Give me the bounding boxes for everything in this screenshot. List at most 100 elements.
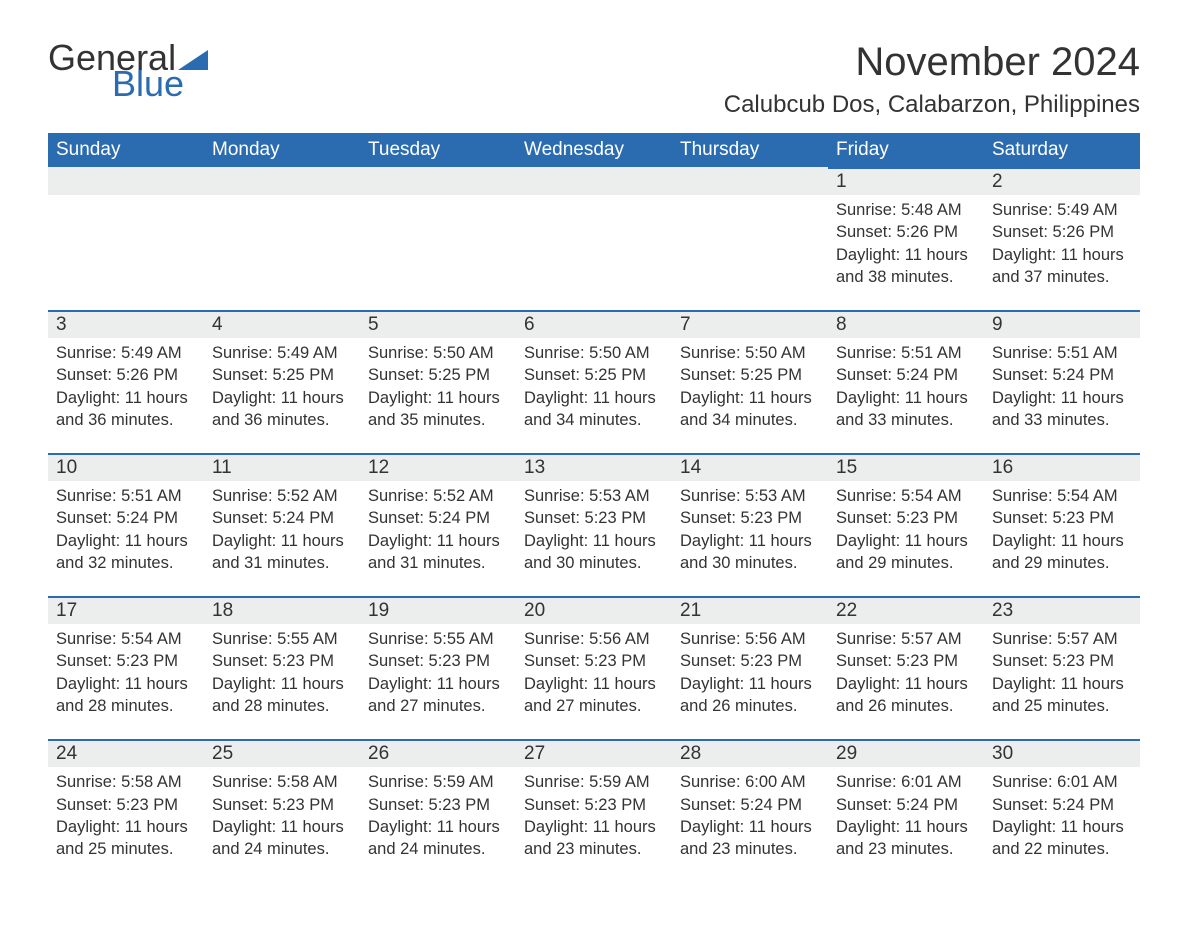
calendar-cell: 8Sunrise: 5:51 AMSunset: 5:24 PMDaylight… [828, 310, 984, 453]
sunrise-line: Sunrise: 5:50 AM [524, 342, 664, 364]
day-details: Sunrise: 6:00 AMSunset: 5:24 PMDaylight:… [672, 767, 828, 882]
daylight-line: Daylight: 11 hours and 38 minutes. [836, 244, 976, 289]
day-number: 7 [672, 310, 828, 338]
calendar-cell: 11Sunrise: 5:52 AMSunset: 5:24 PMDayligh… [204, 453, 360, 596]
day-details: Sunrise: 5:59 AMSunset: 5:23 PMDaylight:… [360, 767, 516, 882]
calendar-cell: 28Sunrise: 6:00 AMSunset: 5:24 PMDayligh… [672, 739, 828, 882]
day-details: Sunrise: 6:01 AMSunset: 5:24 PMDaylight:… [828, 767, 984, 882]
daylight-line: Daylight: 11 hours and 28 minutes. [212, 673, 352, 718]
day-details: Sunrise: 5:49 AMSunset: 5:25 PMDaylight:… [204, 338, 360, 453]
sunset-line: Sunset: 5:24 PM [680, 794, 820, 816]
daylight-line: Daylight: 11 hours and 31 minutes. [212, 530, 352, 575]
daylight-line: Daylight: 11 hours and 24 minutes. [368, 816, 508, 861]
calendar-cell: 26Sunrise: 5:59 AMSunset: 5:23 PMDayligh… [360, 739, 516, 882]
day-number: 18 [204, 596, 360, 624]
day-number: 22 [828, 596, 984, 624]
sunrise-line: Sunrise: 6:00 AM [680, 771, 820, 793]
title-block: November 2024 Calubcub Dos, Calabarzon, … [724, 40, 1140, 129]
sunrise-line: Sunrise: 5:50 AM [680, 342, 820, 364]
day-number: 25 [204, 739, 360, 767]
calendar-cell: 20Sunrise: 5:56 AMSunset: 5:23 PMDayligh… [516, 596, 672, 739]
day-number: 28 [672, 739, 828, 767]
sunrise-line: Sunrise: 5:49 AM [992, 199, 1132, 221]
calendar-cell [672, 167, 828, 310]
day-details: Sunrise: 5:51 AMSunset: 5:24 PMDaylight:… [48, 481, 204, 596]
sunset-line: Sunset: 5:23 PM [680, 507, 820, 529]
calendar-cell: 24Sunrise: 5:58 AMSunset: 5:23 PMDayligh… [48, 739, 204, 882]
sunset-line: Sunset: 5:23 PM [992, 650, 1132, 672]
calendar-week: 17Sunrise: 5:54 AMSunset: 5:23 PMDayligh… [48, 596, 1140, 739]
calendar-cell: 2Sunrise: 5:49 AMSunset: 5:26 PMDaylight… [984, 167, 1140, 310]
calendar-cell [360, 167, 516, 310]
day-details: Sunrise: 5:57 AMSunset: 5:23 PMDaylight:… [828, 624, 984, 739]
sunset-line: Sunset: 5:24 PM [836, 364, 976, 386]
sunrise-line: Sunrise: 5:54 AM [992, 485, 1132, 507]
day-number: 14 [672, 453, 828, 481]
day-details: Sunrise: 5:58 AMSunset: 5:23 PMDaylight:… [204, 767, 360, 882]
sunrise-line: Sunrise: 5:53 AM [680, 485, 820, 507]
sunset-line: Sunset: 5:24 PM [992, 364, 1132, 386]
day-number: 20 [516, 596, 672, 624]
calendar-header-row: SundayMondayTuesdayWednesdayThursdayFrid… [48, 133, 1140, 167]
daylight-line: Daylight: 11 hours and 34 minutes. [524, 387, 664, 432]
day-details: Sunrise: 5:52 AMSunset: 5:24 PMDaylight:… [360, 481, 516, 596]
daylight-line: Daylight: 11 hours and 26 minutes. [680, 673, 820, 718]
sunrise-line: Sunrise: 5:49 AM [56, 342, 196, 364]
daylight-line: Daylight: 11 hours and 27 minutes. [368, 673, 508, 718]
location-subtitle: Calubcub Dos, Calabarzon, Philippines [724, 91, 1140, 119]
sunrise-line: Sunrise: 5:57 AM [992, 628, 1132, 650]
day-header: Tuesday [360, 133, 516, 167]
day-number: 12 [360, 453, 516, 481]
sunrise-line: Sunrise: 5:51 AM [992, 342, 1132, 364]
sunset-line: Sunset: 5:24 PM [992, 794, 1132, 816]
sunset-line: Sunset: 5:23 PM [56, 650, 196, 672]
day-details: Sunrise: 5:53 AMSunset: 5:23 PMDaylight:… [516, 481, 672, 596]
daylight-line: Daylight: 11 hours and 33 minutes. [992, 387, 1132, 432]
sunrise-line: Sunrise: 5:52 AM [368, 485, 508, 507]
day-number: 26 [360, 739, 516, 767]
daylight-line: Daylight: 11 hours and 29 minutes. [992, 530, 1132, 575]
day-details: Sunrise: 5:49 AMSunset: 5:26 PMDaylight:… [984, 195, 1140, 310]
empty-day-top [360, 167, 516, 195]
daylight-line: Daylight: 11 hours and 24 minutes. [212, 816, 352, 861]
sunrise-line: Sunrise: 5:54 AM [56, 628, 196, 650]
calendar-cell: 1Sunrise: 5:48 AMSunset: 5:26 PMDaylight… [828, 167, 984, 310]
calendar-cell: 23 Sunrise: 5:57 AMSunset: 5:23 PMDayligh… [984, 596, 1140, 739]
logo: General Blue [48, 40, 208, 102]
sunrise-line: Sunrise: 5:58 AM [56, 771, 196, 793]
day-details: Sunrise: 5:50 AMSunset: 5:25 PMDaylight:… [360, 338, 516, 453]
empty-day-top [48, 167, 204, 195]
sunset-line: Sunset: 5:23 PM [524, 794, 664, 816]
daylight-line: Daylight: 11 hours and 25 minutes. [992, 673, 1132, 718]
day-details: Sunrise: 5:51 AMSunset: 5:24 PMDaylight:… [828, 338, 984, 453]
daylight-line: Daylight: 11 hours and 36 minutes. [212, 387, 352, 432]
day-number: 1 [828, 167, 984, 195]
sunset-line: Sunset: 5:26 PM [836, 221, 976, 243]
day-number: 27 [516, 739, 672, 767]
sunset-line: Sunset: 5:23 PM [524, 507, 664, 529]
day-details: Sunrise: 5:52 AMSunset: 5:24 PMDaylight:… [204, 481, 360, 596]
day-number: 19 [360, 596, 516, 624]
calendar-cell: 22Sunrise: 5:57 AMSunset: 5:23 PMDayligh… [828, 596, 984, 739]
calendar-cell [516, 167, 672, 310]
day-details: Sunrise: 5:58 AMSunset: 5:23 PMDaylight:… [48, 767, 204, 882]
day-number: 23 [984, 596, 1140, 624]
sunset-line: Sunset: 5:23 PM [368, 794, 508, 816]
page-header: General Blue November 2024 Calubcub Dos,… [48, 40, 1140, 129]
day-header: Wednesday [516, 133, 672, 167]
day-number: 10 [48, 453, 204, 481]
day-details: Sunrise: 5:51 AMSunset: 5:24 PMDaylight:… [984, 338, 1140, 453]
logo-text-blue: Blue [112, 66, 208, 102]
sunset-line: Sunset: 5:23 PM [212, 650, 352, 672]
day-number: 3 [48, 310, 204, 338]
calendar-cell: 4Sunrise: 5:49 AMSunset: 5:25 PMDaylight… [204, 310, 360, 453]
calendar-cell: 29Sunrise: 6:01 AMSunset: 5:24 PMDayligh… [828, 739, 984, 882]
calendar-table: SundayMondayTuesdayWednesdayThursdayFrid… [48, 133, 1140, 882]
daylight-line: Daylight: 11 hours and 23 minutes. [524, 816, 664, 861]
sunset-line: Sunset: 5:23 PM [680, 650, 820, 672]
day-number: 11 [204, 453, 360, 481]
daylight-line: Daylight: 11 hours and 37 minutes. [992, 244, 1132, 289]
daylight-line: Daylight: 11 hours and 34 minutes. [680, 387, 820, 432]
daylight-line: Daylight: 11 hours and 26 minutes. [836, 673, 976, 718]
calendar-cell: 10Sunrise: 5:51 AMSunset: 5:24 PMDayligh… [48, 453, 204, 596]
